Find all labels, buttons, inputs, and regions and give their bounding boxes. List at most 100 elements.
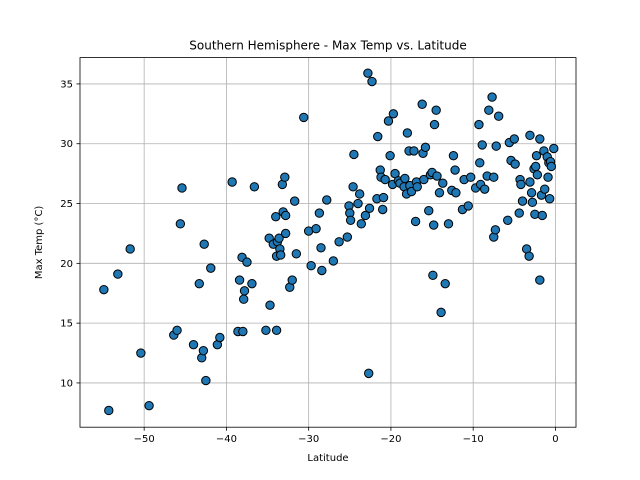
- scatter-point: [289, 196, 300, 206]
- scatter-point: [238, 326, 248, 337]
- scatter-point: [443, 219, 454, 229]
- scatter-point: [322, 195, 332, 205]
- scatter-point: [380, 174, 390, 185]
- scatter-point: [484, 105, 494, 115]
- scatter-point: [451, 188, 461, 198]
- scatter-point: [354, 189, 365, 199]
- scatter-point: [419, 174, 429, 185]
- y-tick-label: 20: [60, 259, 73, 270]
- scatter-point: [345, 215, 356, 225]
- scatter-point: [509, 134, 520, 144]
- scatter-point: [479, 184, 490, 194]
- x-tick-label: −50: [134, 434, 155, 445]
- scatter-point: [342, 232, 353, 242]
- x-tick-label: −30: [298, 434, 319, 445]
- scatter-point: [448, 150, 459, 161]
- scatter-point: [125, 244, 135, 254]
- scatter-point: [525, 177, 535, 187]
- scatter-point: [525, 130, 535, 141]
- scatter-point: [516, 179, 526, 190]
- x-tick-label: 0: [552, 434, 558, 445]
- scatter-point: [328, 256, 339, 266]
- scatter-point: [104, 405, 114, 416]
- scatter-point: [431, 105, 441, 115]
- scatter-point: [144, 400, 154, 411]
- scatter-point: [531, 150, 542, 161]
- scatter-point: [526, 188, 537, 198]
- scatter-point: [249, 182, 260, 192]
- scatter-point: [400, 173, 410, 184]
- scatter-point: [276, 250, 286, 260]
- scatter-point: [199, 239, 209, 249]
- scatter-point: [306, 261, 316, 271]
- scatter-point: [530, 161, 541, 172]
- scatter-point: [409, 146, 419, 156]
- scatter-point: [514, 208, 524, 218]
- scatter-point: [280, 210, 291, 221]
- scatter-point: [271, 211, 281, 222]
- scatter-point: [428, 220, 439, 230]
- scatter-point: [136, 348, 146, 358]
- scatter-point: [549, 143, 559, 154]
- scatter-point: [280, 172, 290, 182]
- scatter-point: [532, 170, 543, 180]
- scatter-point: [99, 284, 109, 295]
- scatter-point: [540, 184, 550, 194]
- scatter-point: [487, 92, 497, 102]
- scatter-point: [402, 128, 413, 138]
- scatter-point: [201, 375, 211, 386]
- scatter-point: [291, 249, 302, 259]
- scatter-point: [432, 171, 442, 181]
- scatter-point: [410, 216, 421, 227]
- scatter-point: [274, 233, 284, 243]
- scatter-point: [527, 197, 538, 208]
- scatter-point: [385, 150, 395, 161]
- y-axis-label: Max Temp (°C): [34, 206, 45, 280]
- x-axis-ticks: −50 −40 −30 −20 −10 0: [134, 427, 559, 445]
- scatter-point: [503, 215, 513, 225]
- scatter-point: [311, 223, 321, 234]
- chart-title: Southern Hemisphere - Max Temp vs. Latit…: [189, 39, 467, 53]
- scatter-point: [175, 219, 186, 229]
- scatter-point: [271, 325, 282, 336]
- scatter-point: [353, 198, 363, 209]
- y-tick-label: 15: [60, 319, 73, 330]
- scatter-point: [364, 203, 375, 214]
- scatter-point: [238, 294, 249, 304]
- scatter-point: [316, 243, 326, 253]
- scatter-point: [493, 111, 504, 121]
- scatter-point: [177, 183, 187, 193]
- scatter-point: [314, 208, 325, 218]
- scatter-point: [334, 237, 344, 247]
- scatter-point: [535, 134, 545, 144]
- scatter-point: [299, 112, 309, 123]
- scatter-point: [360, 210, 371, 221]
- scatter-point: [537, 210, 547, 221]
- scatter-point: [247, 278, 257, 289]
- scatter-point: [475, 158, 485, 168]
- scatter-point: [188, 339, 199, 350]
- scatter-point: [474, 119, 484, 130]
- scatter-point: [194, 278, 204, 289]
- grid: [80, 57, 576, 428]
- scatter-point: [215, 332, 225, 343]
- scatter-point: [113, 269, 123, 279]
- scatter-point: [378, 192, 389, 203]
- scatter-point: [490, 225, 501, 235]
- scatter-point: [265, 300, 275, 310]
- plot-area-frame: [79, 57, 577, 428]
- scatter-point: [517, 196, 528, 206]
- scatter-point: [546, 161, 557, 172]
- y-tick-label: 25: [60, 199, 73, 210]
- scatter-point: [510, 159, 520, 169]
- scatter-point: [234, 275, 245, 285]
- scatter-point: [172, 325, 182, 336]
- scatter-point: [349, 149, 359, 160]
- scatter-point: [524, 251, 534, 261]
- scatter-point: [436, 307, 446, 318]
- scatter-point: [348, 182, 358, 192]
- data-points: [99, 68, 559, 416]
- y-tick-label: 35: [60, 79, 73, 90]
